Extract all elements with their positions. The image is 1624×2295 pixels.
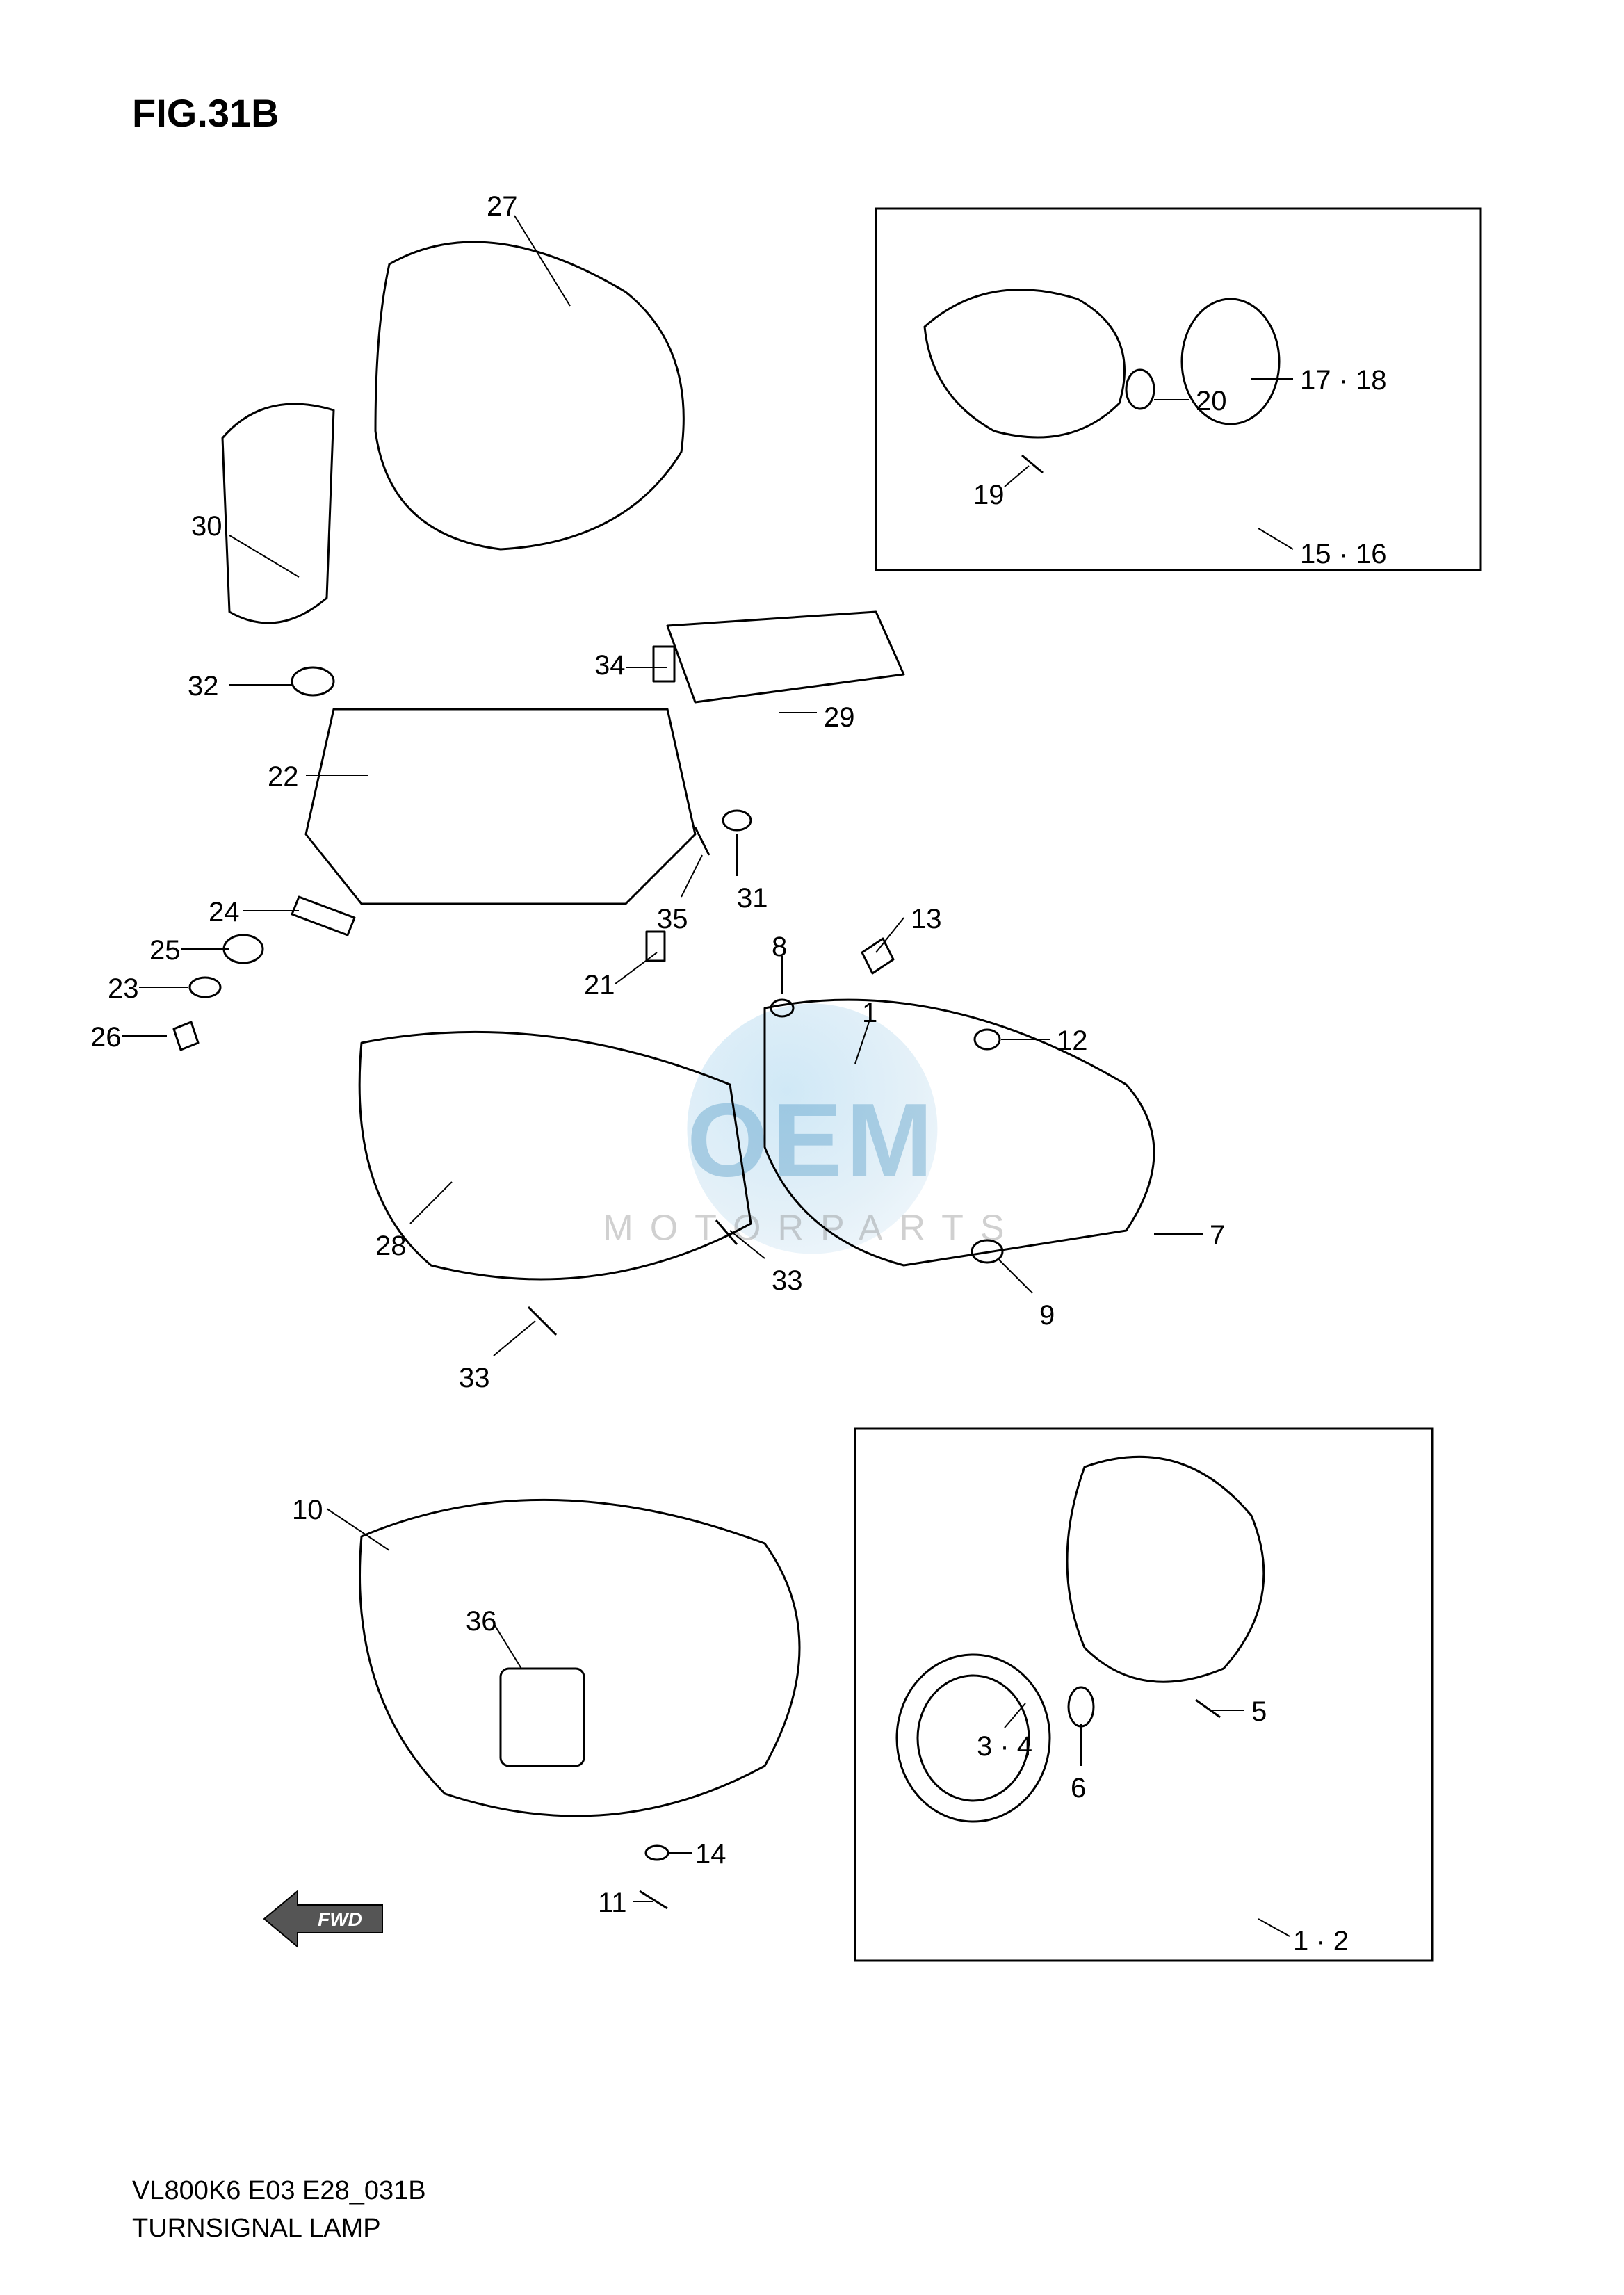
fwd-arrow-label: FWD [318,1908,362,1930]
part-shape [359,1032,751,1279]
callout-label: 9 [1039,1300,1055,1331]
part-shape [1022,455,1043,473]
callout-label: 35 [657,904,688,935]
leader-line [494,1623,521,1669]
part-shape [190,978,220,997]
callout-label: 5 [1251,1696,1267,1728]
part-shape [647,932,665,961]
part-shape [723,811,751,830]
exploded-diagram [0,0,1624,2295]
leader-line [998,1258,1032,1293]
leader-line [1005,1703,1025,1728]
callout-label: 31 [737,883,768,914]
callout-label: 15 · 16 [1300,539,1387,570]
part-shape [646,1846,668,1860]
part-shape [224,935,263,963]
part-shape [222,404,334,623]
leader-line [410,1182,452,1224]
part-shape [528,1307,556,1335]
callout-label: 33 [459,1363,490,1394]
leader-line [494,1321,535,1356]
callout-label: 10 [292,1495,323,1526]
callout-label: 36 [466,1606,497,1637]
parts-geometry [174,242,1279,1908]
part-shape [765,1000,1154,1265]
callout-label: 17 · 18 [1300,365,1387,396]
callout-label: 30 [191,511,222,542]
leader-line [1258,528,1293,549]
part-shape [1067,1457,1264,1682]
part-shape [1126,370,1154,409]
part-shape [640,1891,667,1908]
part-shape [1196,1700,1220,1717]
part-shape [667,612,904,702]
callout-label: 1 · 2 [1293,1926,1349,1957]
part-shape [862,939,893,973]
callout-label: 34 [594,650,626,681]
leader-line [876,918,904,952]
part-shape [375,242,683,549]
part-shape [292,897,355,935]
inset-box [876,209,1481,570]
leader-line [229,535,299,577]
callout-label: 11 [598,1888,627,1919]
leader-line [730,1231,765,1258]
part-shape [695,827,709,855]
callout-label: 25 [149,935,181,966]
callout-label: 6 [1071,1773,1086,1804]
part-shape [501,1669,584,1766]
callout-label: 14 [695,1839,726,1870]
leader-line [615,952,657,984]
inset-box [855,1429,1432,1961]
callout-label: 24 [209,897,240,928]
part-shape [653,647,674,681]
part-shape [1069,1687,1094,1726]
part-shape [975,1030,1000,1049]
part-shape [306,709,695,904]
part-shape [771,1000,793,1016]
callout-label: 8 [772,932,787,963]
callout-label: 1 [862,998,877,1029]
callout-label: 33 [772,1265,803,1297]
callout-label: 22 [268,761,299,793]
callout-label: 21 [584,970,615,1001]
part-shape [360,1500,800,1816]
footer-part-name: TURNSIGNAL LAMP [132,2214,381,2244]
callout-label: 28 [375,1231,407,1262]
leader-line [1258,1919,1290,1936]
callout-label: 26 [90,1022,122,1053]
part-shape [174,1022,198,1050]
callout-label: 23 [108,973,139,1005]
callout-label: 20 [1196,386,1227,417]
callout-label: 13 [911,904,942,935]
leader-line [681,855,702,897]
part-shape [925,290,1125,437]
inset-boxes [855,209,1481,1961]
leader-line [1005,466,1029,487]
footer-model-code: VL800K6 E03 E28_031B [132,2176,426,2206]
part-shape [292,667,334,695]
fwd-arrow: FWD [250,1877,396,1961]
callout-label: 7 [1210,1220,1225,1251]
callout-label: 29 [824,702,855,733]
callout-label: 3 · 4 [977,1731,1032,1762]
callout-label: 19 [973,480,1005,511]
callout-label: 32 [188,671,219,702]
callout-label: 12 [1057,1025,1088,1057]
callout-label: 27 [487,191,518,222]
